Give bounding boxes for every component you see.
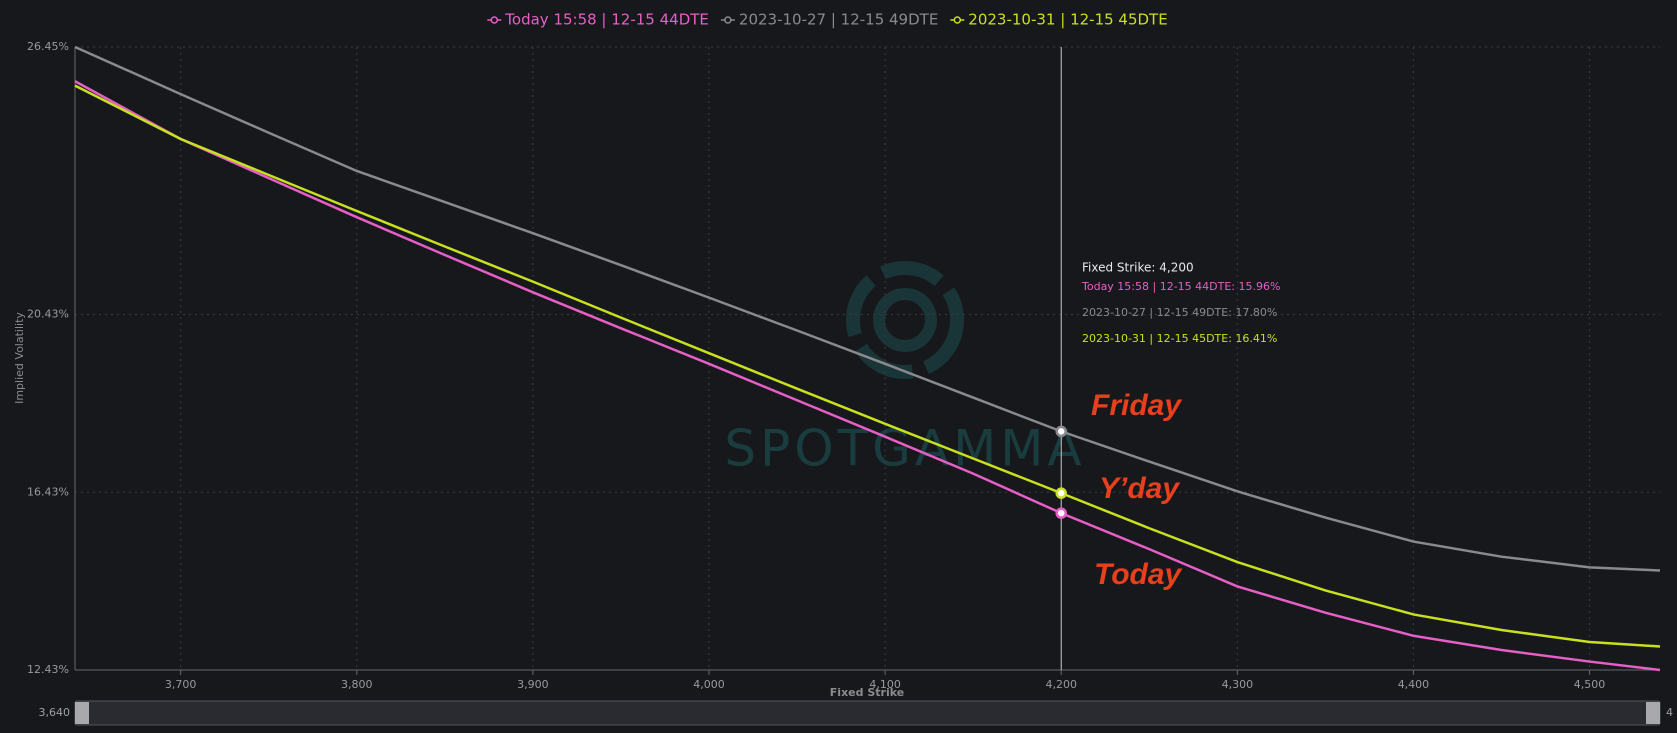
y-axis-label: Implied Volatility	[13, 312, 26, 404]
legend-label[interactable]: Today 15:58 | 12-15 44DTE	[504, 11, 709, 29]
tooltip-item: 2023-10-27 | 12-15 49DTE: 17.80%	[1082, 306, 1277, 319]
y-tick-label: 16.43%	[27, 485, 69, 498]
tooltip-item: 2023-10-31 | 12-15 45DTE: 16.41%	[1082, 332, 1277, 345]
series-line	[74, 84, 1661, 648]
legend-label[interactable]: 2023-10-31 | 12-15 45DTE	[968, 11, 1167, 29]
crosshair-point	[1055, 507, 1067, 519]
slider-end-label: 4	[1666, 706, 1673, 719]
y-tick-label: 26.45%	[27, 40, 69, 53]
crosshair-point	[1055, 425, 1067, 438]
slider-start-label: 3,640	[39, 706, 71, 719]
series-line	[74, 45, 1661, 572]
y-tick-label: 20.43%	[27, 308, 69, 321]
series-line	[74, 80, 1661, 672]
annotation: Friday	[1091, 389, 1182, 422]
legend-marker	[724, 16, 732, 24]
legend-marker	[490, 16, 499, 24]
x-tick-label: 3,800	[341, 678, 373, 691]
legend: Today 15:58 | 12-15 44DTE 2023-10-27 | 12…	[487, 11, 1168, 29]
slider-handle-right[interactable]	[1646, 702, 1660, 724]
x-axis-label: Fixed Strike	[830, 686, 904, 699]
crosshair-point	[1055, 487, 1067, 499]
logo-core	[873, 288, 937, 352]
x-tick-label: 4,100	[869, 678, 901, 691]
tooltip-title: Fixed Strike: 4,200	[1082, 261, 1194, 275]
x-tick-label: 3,700	[165, 678, 197, 691]
range-slider[interactable]	[74, 700, 1661, 726]
x-tick-label: 4,300	[1222, 678, 1254, 691]
legend-label[interactable]: 2023-10-27 | 12-15 49DTE	[739, 11, 938, 29]
watermark-text: SPOTGAMMA	[724, 420, 1085, 478]
y-tick-label: 12.43%	[27, 663, 69, 676]
x-tick-label: 4,400	[1398, 678, 1430, 691]
x-tick-label: 3,900	[517, 678, 549, 691]
annotation: Today	[1094, 558, 1183, 591]
x-tick-label: 4,000	[693, 678, 725, 691]
tooltip-item: Today 15:58 | 12-15 44DTE: 15.96%	[1081, 280, 1280, 293]
legend-marker	[953, 16, 962, 24]
slider-handle-left[interactable]	[75, 702, 89, 724]
annotation: Y’day	[1099, 472, 1180, 505]
x-tick-label: 4,200	[1045, 678, 1077, 691]
x-tick-label: 4,500	[1574, 678, 1606, 691]
